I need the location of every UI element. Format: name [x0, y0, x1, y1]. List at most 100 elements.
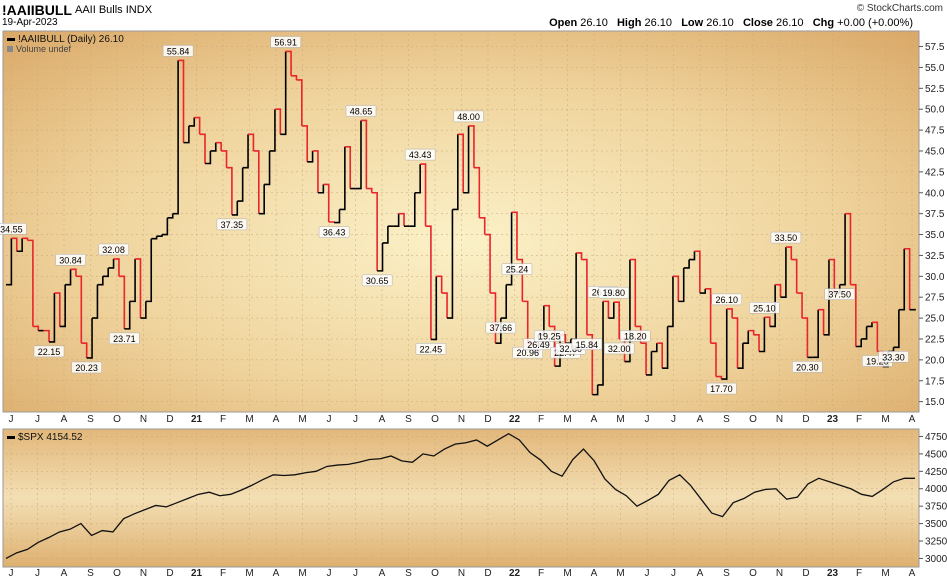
- series-segment: [420, 163, 427, 227]
- series-segment: [893, 309, 900, 349]
- x-tick-label: O: [749, 414, 757, 425]
- point-label: 33.30: [882, 352, 905, 362]
- y-tick-label: 4750: [925, 432, 947, 443]
- point-label-box: [598, 286, 630, 299]
- x-tick-label: A: [273, 414, 280, 425]
- y-tick-label: 3750: [925, 502, 947, 513]
- series-segment: [866, 322, 873, 328]
- series-segment: [796, 292, 803, 319]
- x-tick-label: D: [484, 414, 491, 425]
- point-label: 26.49: [527, 340, 550, 350]
- series-segment: [355, 120, 362, 190]
- series-segment: [479, 217, 486, 235]
- point-label: 15.84: [576, 340, 599, 350]
- y-tick-label: 45.0: [925, 146, 945, 157]
- x-tick-label: J: [35, 568, 40, 579]
- series-segment: [871, 321, 879, 352]
- x-tick-label: 22: [509, 414, 521, 425]
- point-label-box: [216, 218, 248, 231]
- y-tick-label: 52.5: [925, 84, 945, 95]
- series-segment: [274, 108, 282, 135]
- series-segment: [32, 325, 40, 331]
- x-tick-label: A: [909, 414, 916, 425]
- series-segment: [393, 213, 400, 227]
- point-label: 19.80: [603, 288, 626, 298]
- x-tick-label: J: [353, 414, 358, 425]
- series-segment: [70, 268, 77, 277]
- series-segment: [301, 125, 309, 162]
- bottom-legend: $SPX 4154.52: [7, 432, 83, 443]
- y-tick-label: 50.0: [925, 105, 945, 116]
- series-segment: [312, 150, 319, 193]
- x-tick-label: M: [881, 568, 889, 579]
- x-tick-label: J: [645, 414, 650, 425]
- open-label: Open: [549, 17, 578, 29]
- series-segment: [344, 146, 352, 189]
- y-tick-label: 35.0: [925, 230, 945, 241]
- x-tick-label: A: [61, 568, 68, 579]
- y-tick-label: 37.5: [925, 209, 945, 220]
- series-segment: [597, 301, 604, 386]
- series-segment: [909, 308, 916, 311]
- point-label: 55.84: [167, 46, 190, 56]
- point-label: 22.15: [38, 347, 61, 357]
- point-label: 25.24: [506, 265, 529, 275]
- series-segment: [662, 326, 669, 370]
- series-segment: [334, 209, 341, 224]
- series-segment: [409, 192, 416, 227]
- series-segment: [694, 250, 701, 294]
- series-segment: [285, 50, 292, 76]
- series-segment: [812, 309, 819, 359]
- series-segment: [484, 233, 491, 294]
- point-label-box: [318, 226, 350, 238]
- x-tick-label: J: [9, 414, 14, 425]
- series-segment: [506, 212, 513, 286]
- point-label-box: [404, 148, 436, 161]
- series-segment: [576, 252, 583, 260]
- series-segment: [759, 317, 766, 353]
- series-segment: [721, 308, 728, 380]
- series-segment: [468, 125, 475, 168]
- series-segment: [366, 187, 373, 193]
- series-segment: [689, 251, 696, 261]
- high-label: High: [616, 17, 642, 29]
- top-legend: !AAIIBULL (Daily) 26.10 Volume undef: [7, 34, 124, 54]
- point-label: 56.91: [274, 37, 297, 47]
- copyright-text[interactable]: © StockCharts.com: [856, 3, 943, 14]
- y-tick-label: 3000: [925, 554, 947, 565]
- point-label-box: [792, 361, 823, 373]
- ohlc-readout: Open 26.10 High 26.10 Low 26.10 Close 26…: [549, 17, 913, 29]
- series-segment: [672, 275, 680, 302]
- bottom-legend-text: $SPX 4154.52: [18, 432, 83, 443]
- x-tick-label: F: [538, 414, 544, 425]
- point-label-box: [345, 105, 377, 117]
- low-value: 26.10: [706, 17, 734, 29]
- y-tick-label: 3500: [925, 519, 947, 530]
- series-segment: [742, 330, 750, 344]
- series-segment: [828, 258, 836, 294]
- spx-panel: J J A S O N D 21 F M A M J J A S O N D 22 F M A M J J A S O N D 23 F M A 30…: [5, 432, 947, 579]
- series-segment: [49, 293, 56, 343]
- y-tick-label: 47.5: [925, 126, 945, 137]
- series-segment: [43, 329, 50, 342]
- x-tick-label: N: [140, 568, 147, 579]
- series-segment: [258, 184, 265, 215]
- point-label-box: [109, 332, 140, 345]
- point-label-box: [485, 321, 517, 334]
- x-tick-label: A: [379, 568, 386, 579]
- series-segment: [839, 213, 846, 286]
- series-segment: [898, 248, 906, 311]
- x-tick-label: A: [591, 568, 598, 579]
- symbol-exchange: INDX: [125, 4, 153, 16]
- x-tick-label: S: [405, 414, 412, 425]
- series-segment: [430, 276, 438, 341]
- symbol-description: AAII Bulls INDX: [75, 4, 152, 16]
- series-segment: [656, 342, 664, 369]
- point-label-box: [162, 45, 194, 57]
- x-tick-label: D: [166, 414, 173, 425]
- series-segment: [307, 150, 314, 163]
- point-label-box: [706, 382, 737, 395]
- x-tick-label: J: [35, 414, 40, 425]
- y-tick-label: 4500: [925, 449, 947, 460]
